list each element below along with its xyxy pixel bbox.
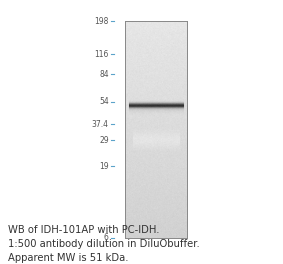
- Text: 198: 198: [95, 17, 109, 26]
- Text: 29: 29: [99, 135, 109, 145]
- Text: 84: 84: [99, 70, 109, 79]
- Text: 19: 19: [99, 162, 109, 171]
- Text: 6: 6: [104, 233, 109, 242]
- Text: WB of IDH-101AP with PC-IDH.
1:500 antibody dilution in DiluObuffer.
Apparent MW: WB of IDH-101AP with PC-IDH. 1:500 antib…: [8, 225, 200, 263]
- Text: 116: 116: [95, 50, 109, 59]
- Text: 37.4: 37.4: [92, 120, 109, 129]
- Text: 54: 54: [99, 97, 109, 106]
